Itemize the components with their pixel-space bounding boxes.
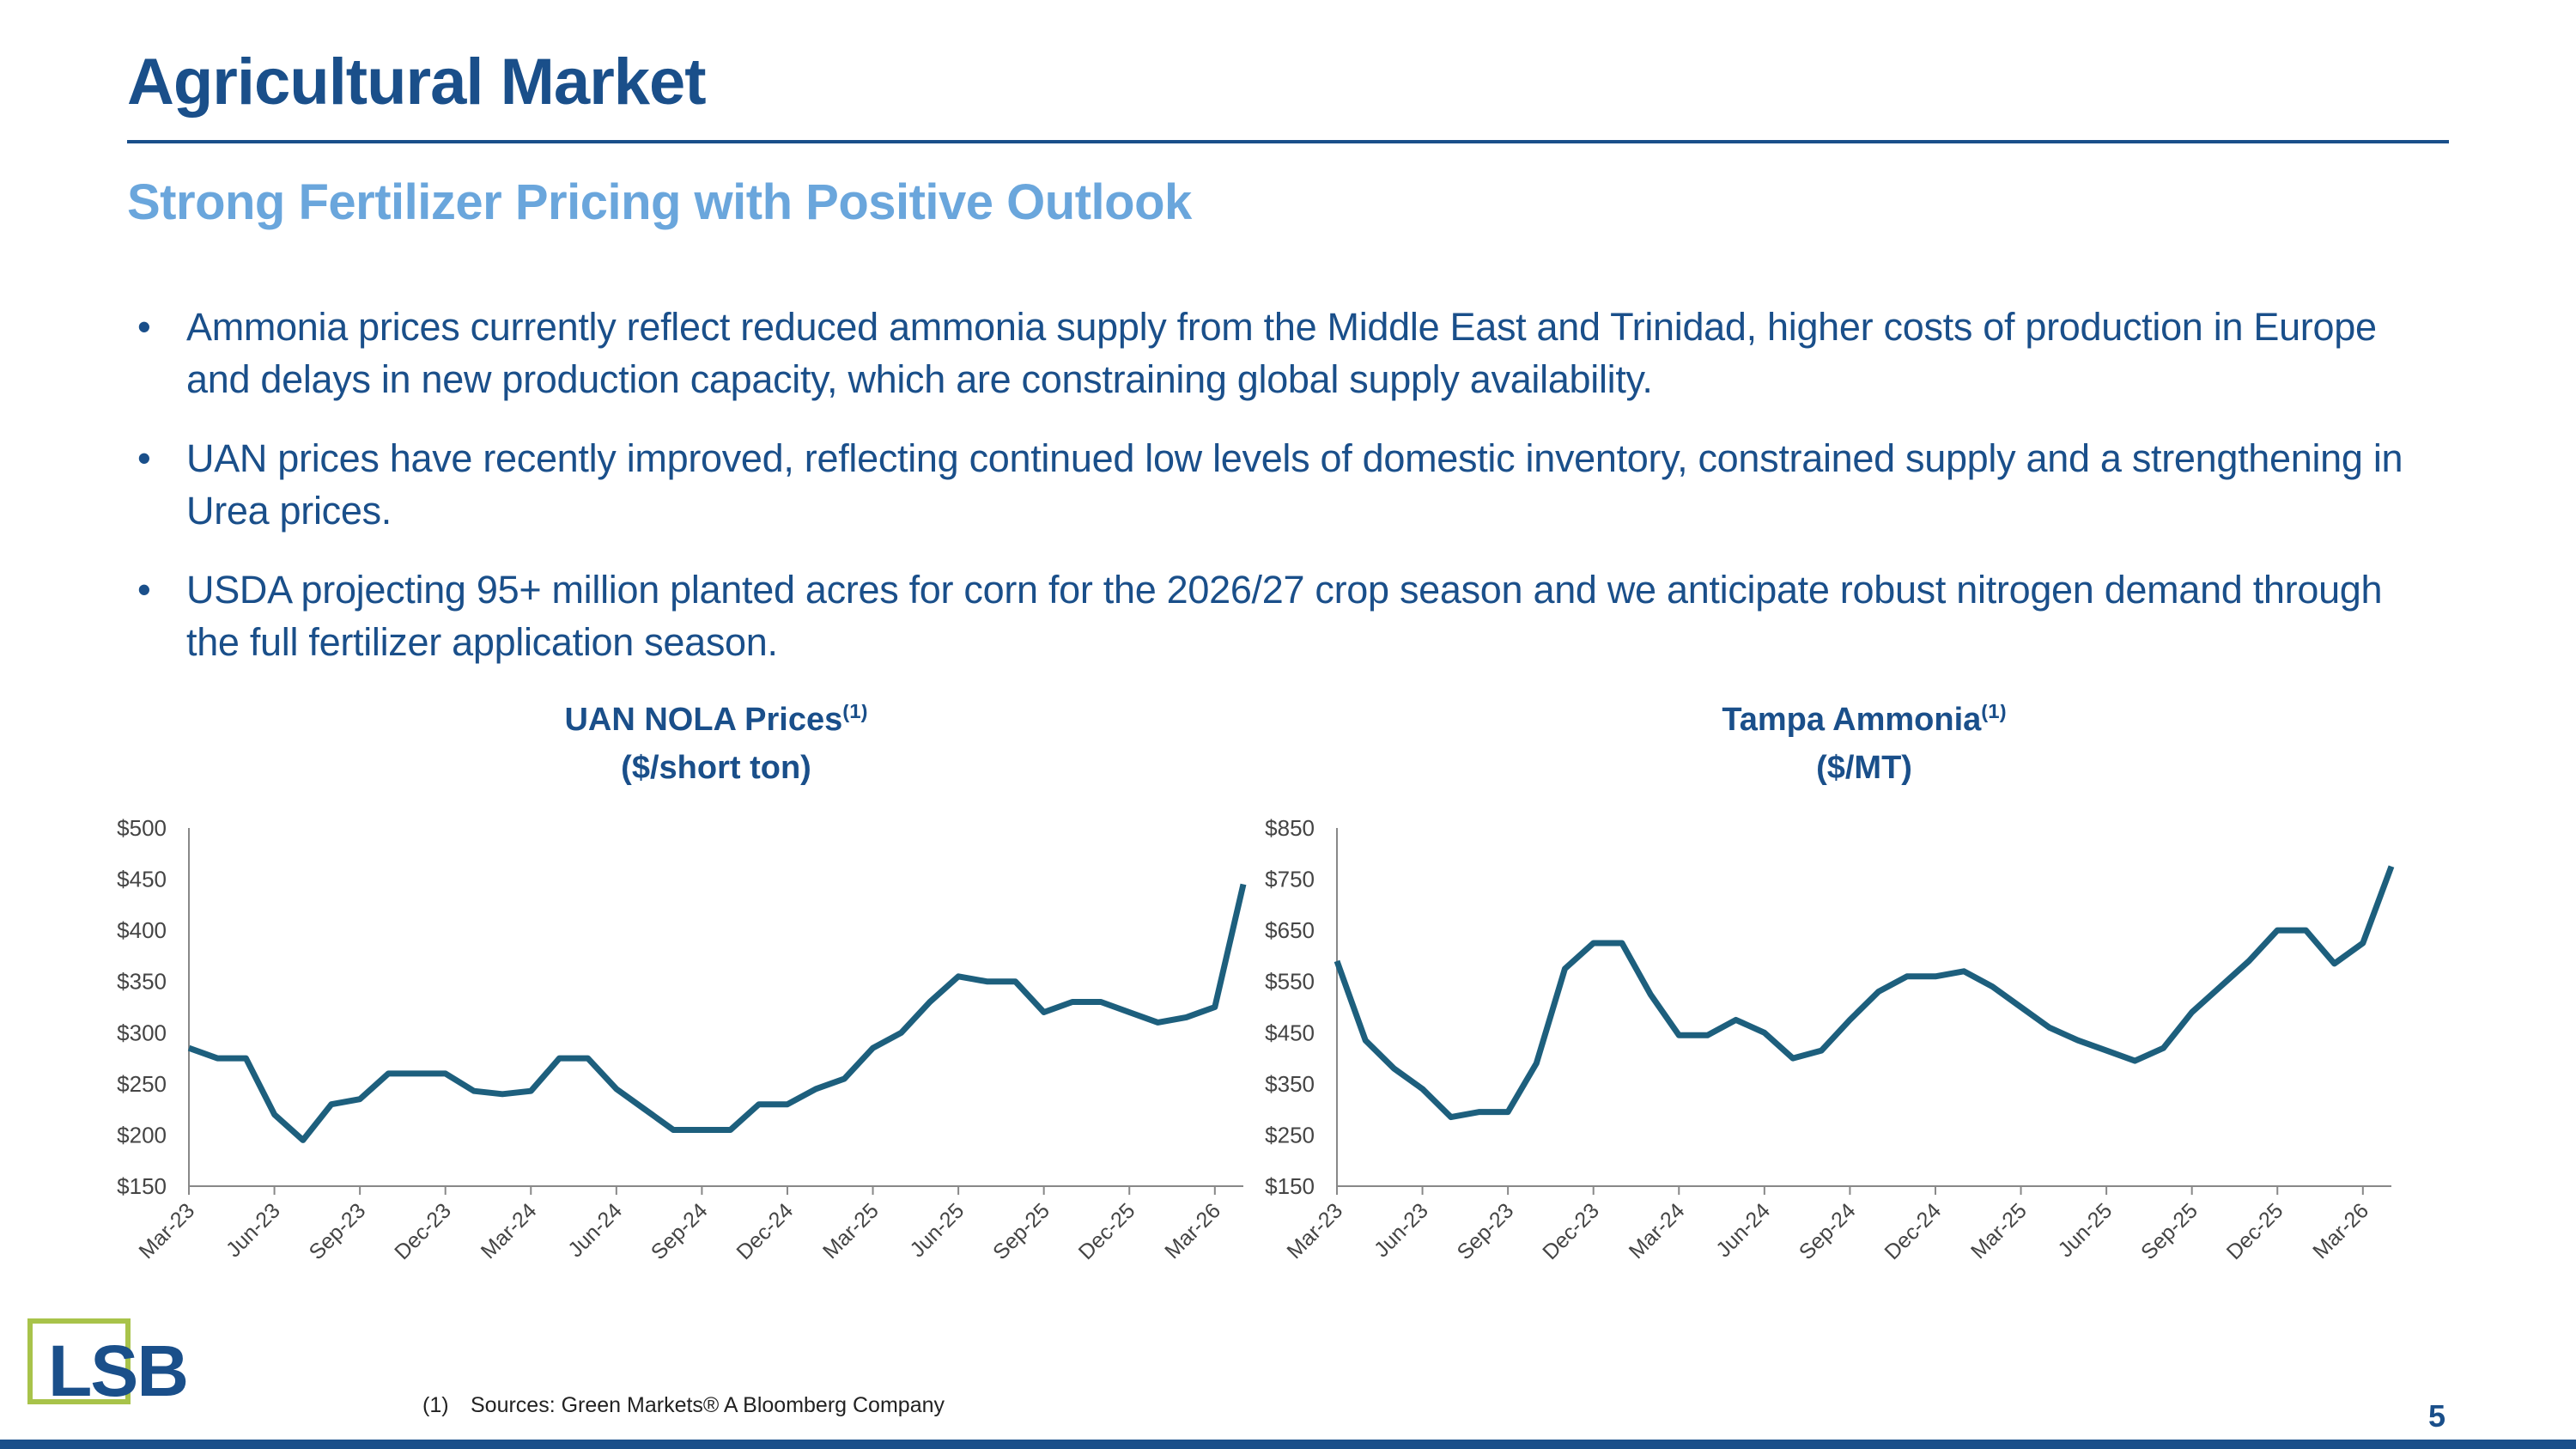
y-tick-label: $400 [117,917,167,943]
x-tick-label: Mar-26 [2308,1198,2373,1263]
x-tick-label: Jun-25 [905,1198,969,1262]
y-tick-label: $750 [1265,867,1315,892]
x-tick-label: Dec-24 [1880,1198,1946,1264]
bottom-bar [0,1440,2576,1449]
y-tick-label: $250 [117,1071,167,1097]
footnote: Sources: Green Markets® A Bloomberg Comp… [471,1393,945,1417]
price-line [187,883,1247,1143]
x-tick-label: Mar-23 [1282,1198,1347,1263]
x-tick-label: Dec-23 [1538,1198,1604,1264]
x-tick-label: Sep-23 [305,1198,371,1264]
y-tick-label: $550 [1265,969,1315,995]
bullet: UAN prices have recently improved, refle… [137,432,2439,537]
logo-frame [27,1318,131,1404]
chart-title-text: Tampa Ammonia [1722,704,1982,738]
header-rule [127,140,2449,143]
charts: UAN NOLA Prices(1)($/short ton)$150$200$… [117,704,2395,1264]
x-tick-label: Mar-24 [477,1198,542,1263]
x-tick-label: Jun-23 [222,1198,285,1262]
x-tick-label: Jun-24 [1711,1198,1775,1262]
x-tick-label: Sep-24 [647,1198,713,1264]
y-tick-label: $350 [117,969,167,995]
y-tick-label: $850 [1265,815,1315,841]
y-tick-label: $650 [1265,917,1315,943]
chart-subtitle: ($/MT) [1816,750,1912,786]
y-tick-label: $200 [117,1122,167,1148]
chart-title-text: UAN NOLA Prices [564,704,842,738]
x-tick-label: Mar-25 [818,1198,884,1263]
slide-subtitle: Strong Fertilizer Pricing with Positive … [127,174,1192,230]
x-tick-label: Jun-24 [563,1198,627,1262]
x-tick-label: Mar-23 [134,1198,199,1263]
x-tick-label: Dec-25 [2222,1198,2288,1264]
slide-title: Agricultural Market [127,46,707,119]
y-tick-label: $500 [117,815,167,841]
bullet: USDA projecting 95+ million planted acre… [137,563,2439,668]
chart-title: UAN NOLA Prices(1) [564,704,867,738]
y-tick-label: $450 [117,867,167,892]
x-tick-label: Sep-25 [2136,1198,2202,1264]
x-tick-label: Dec-23 [390,1198,456,1264]
logo: LSB [48,1330,189,1411]
x-tick-label: Mar-26 [1160,1198,1225,1263]
x-tick-label: Sep-24 [1795,1198,1861,1264]
y-tick-label: $450 [1265,1020,1315,1045]
x-tick-label: Jun-25 [2053,1198,2117,1262]
chart-title-note: (1) [1981,704,2006,723]
price-line [1334,865,2395,1121]
chart-title-note: (1) [842,704,867,723]
x-tick-label: Sep-23 [1453,1198,1519,1264]
chart-title: Tampa Ammonia(1) [1722,704,2006,738]
bullet: Ammonia prices currently reflect reduced… [137,301,2439,405]
footnote-marker: (1) [422,1393,449,1417]
bullet-list: Ammonia prices currently reflect reduced… [137,301,2439,695]
x-tick-label: Mar-24 [1625,1198,1690,1263]
y-tick-label: $150 [117,1173,167,1199]
x-tick-label: Sep-25 [988,1198,1054,1264]
x-tick-label: Dec-24 [732,1198,798,1264]
x-tick-label: Dec-25 [1074,1198,1140,1264]
x-tick-label: Mar-25 [1966,1198,2032,1263]
y-tick-label: $150 [1265,1173,1315,1199]
x-tick-label: Jun-23 [1370,1198,1433,1262]
y-tick-label: $250 [1265,1122,1315,1148]
y-tick-label: $350 [1265,1071,1315,1097]
page-number: 5 [2428,1398,2446,1434]
y-tick-label: $300 [117,1020,167,1045]
chart-subtitle: ($/short ton) [621,750,811,786]
